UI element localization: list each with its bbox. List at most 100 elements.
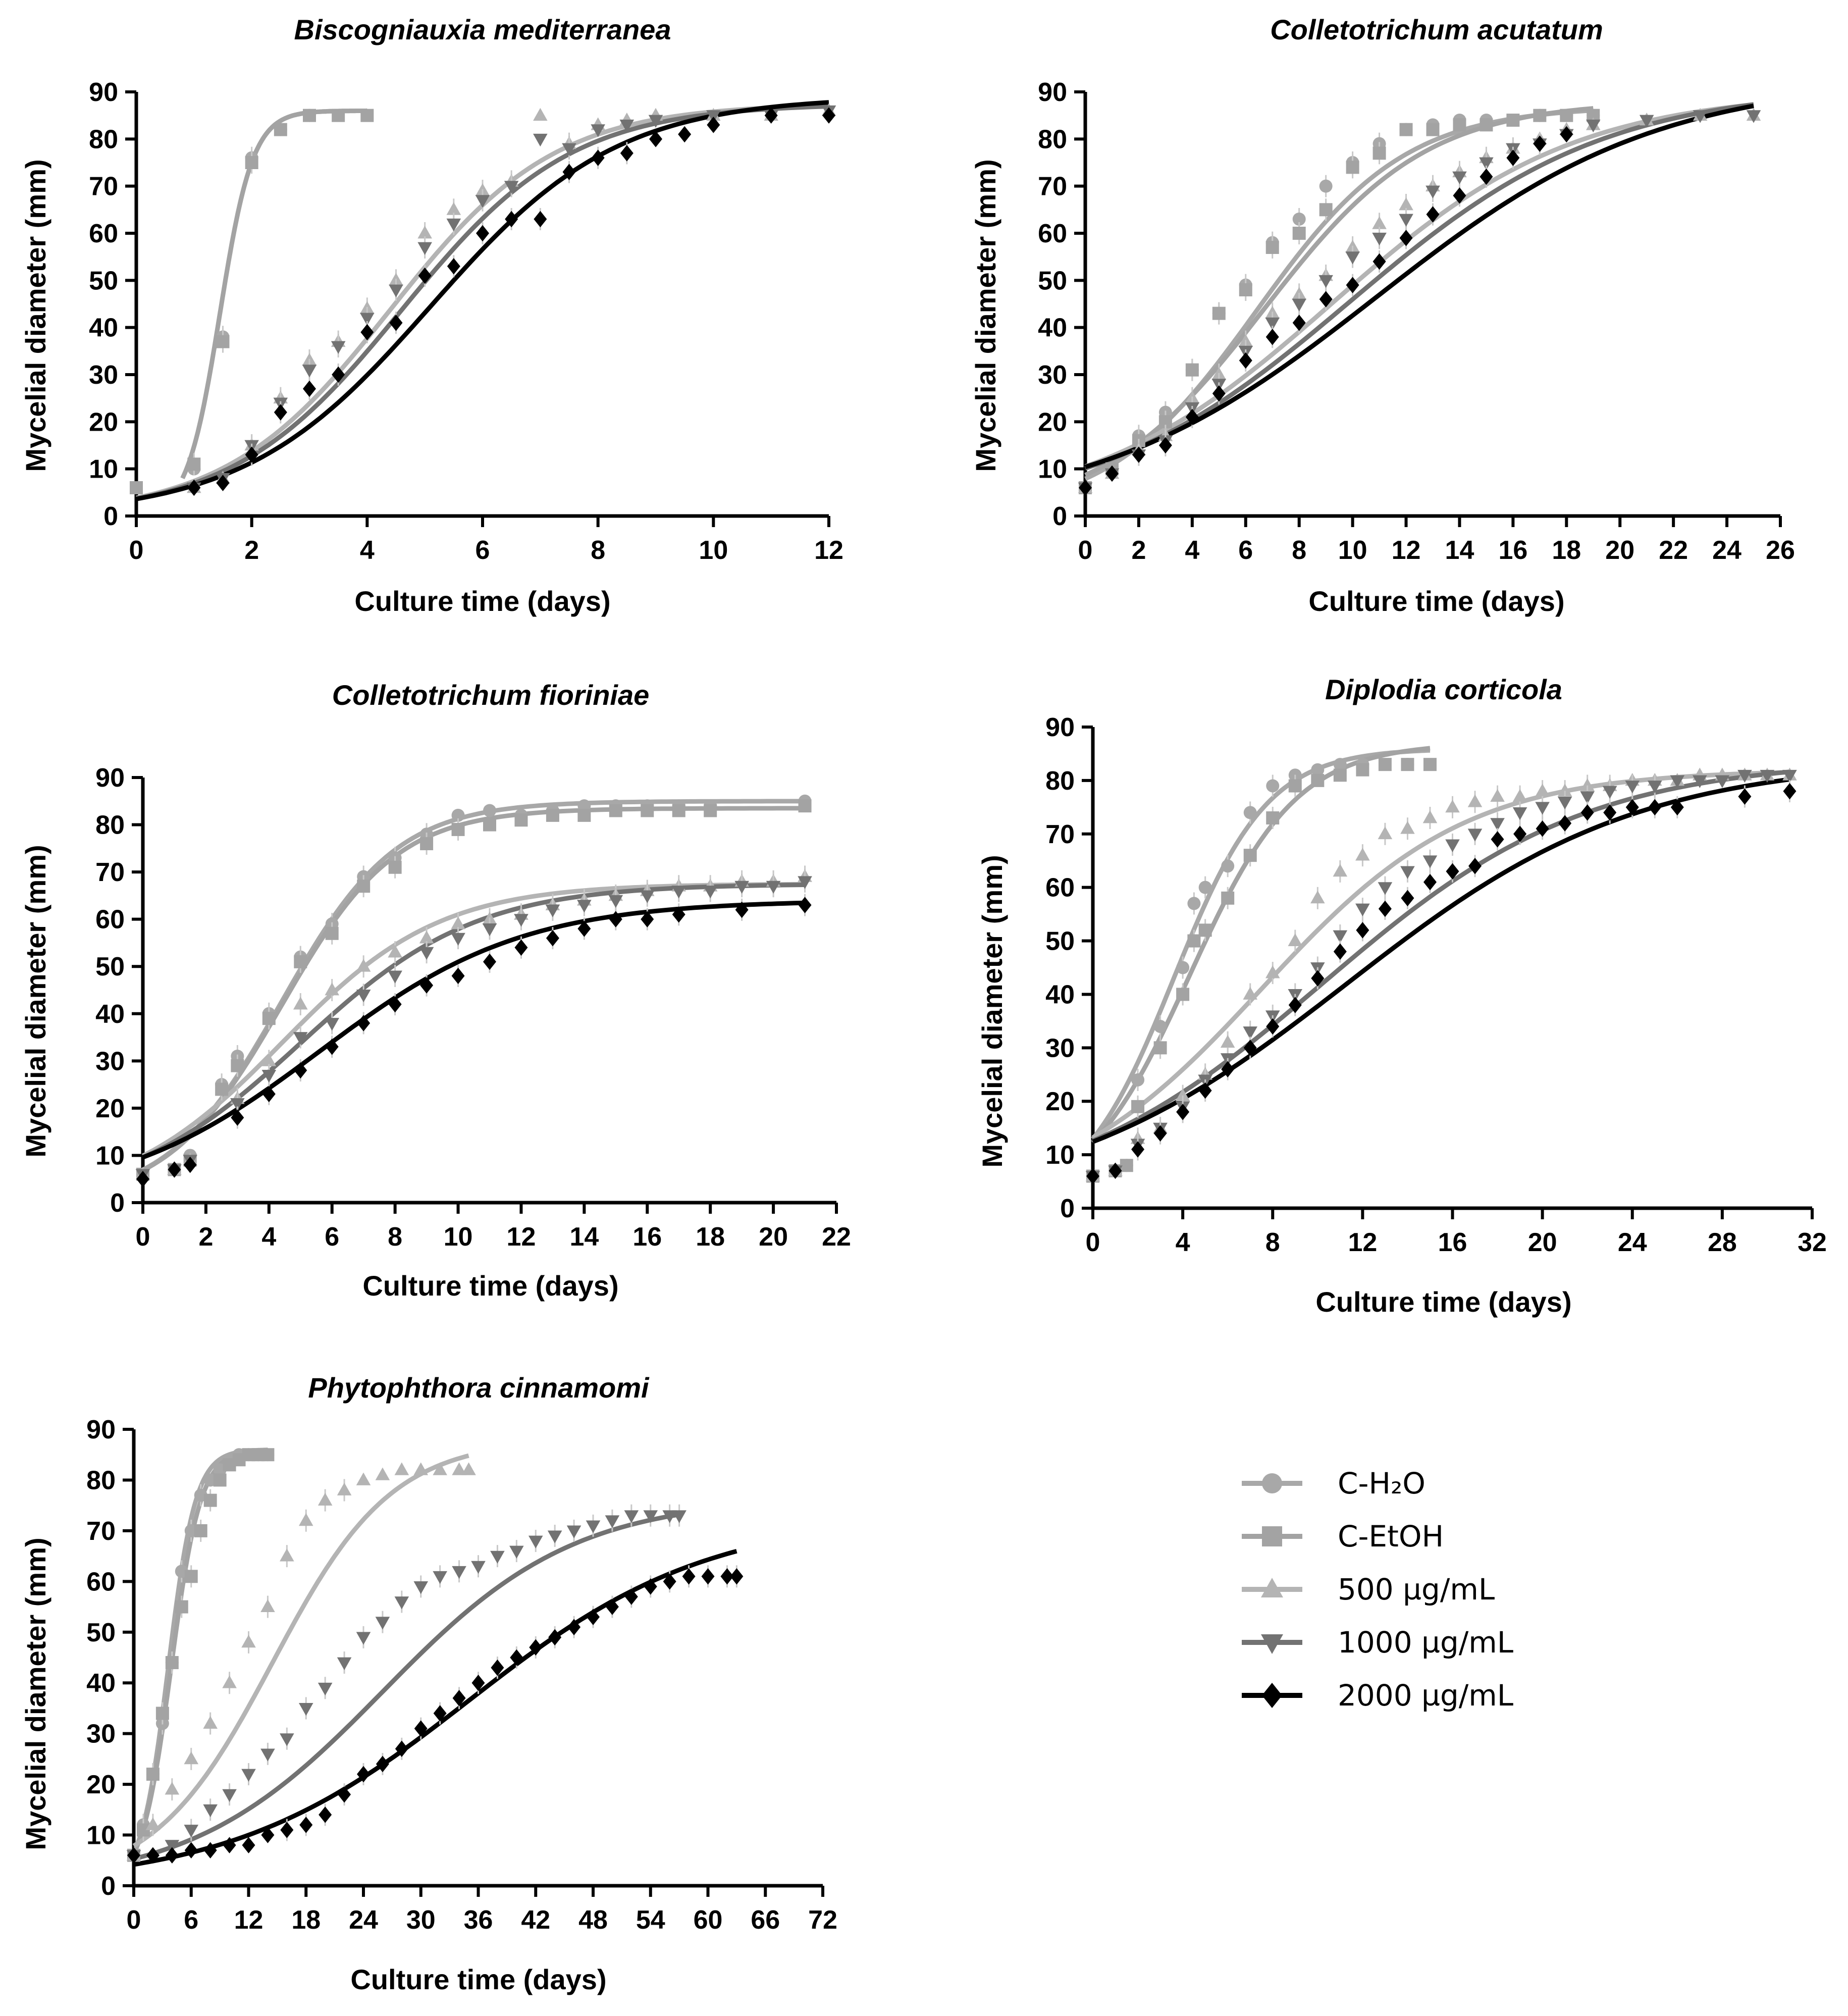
data-point — [260, 1748, 275, 1762]
data-point — [1625, 781, 1640, 794]
x-tick-label: 12 — [814, 536, 843, 565]
data-point — [388, 996, 402, 1013]
data-point — [388, 945, 402, 958]
data-point — [624, 1510, 639, 1523]
x-tick-label: 8 — [1265, 1228, 1280, 1257]
data-point — [704, 804, 717, 817]
data-point — [452, 1690, 466, 1707]
data-point — [1292, 213, 1306, 226]
y-axis-label: Mycelial diameter (mm) — [20, 159, 51, 472]
data-point — [1760, 769, 1775, 783]
x-tick-label: 8 — [591, 536, 605, 565]
data-point — [294, 955, 307, 968]
data-point — [1400, 821, 1415, 834]
data-point — [274, 123, 287, 136]
data-point — [1333, 943, 1347, 960]
data-point — [1479, 157, 1494, 170]
data-point — [1333, 863, 1348, 877]
y-tick-label: 70 — [1045, 820, 1075, 849]
data-point — [822, 107, 835, 124]
y-tick-label: 60 — [89, 219, 118, 248]
data-point — [1221, 859, 1235, 873]
x-axis-label: Culture time (days) — [1315, 1286, 1571, 1318]
data-point — [1378, 882, 1393, 895]
data-point — [203, 1716, 218, 1729]
x-tick-label: 12 — [1392, 536, 1421, 565]
data-point — [318, 1492, 333, 1506]
y-axis-label: Mycelial diameter (mm) — [20, 845, 51, 1157]
y-tick-label: 20 — [89, 407, 118, 437]
data-point — [1153, 1125, 1167, 1142]
data-point — [1131, 1073, 1145, 1087]
y-tick-label: 90 — [89, 78, 118, 107]
legend-marker-shape — [1262, 1526, 1282, 1546]
data-point — [1310, 890, 1325, 904]
panel-biscogniauxia-mediterranea: Biscogniauxia mediterranea Culture time … — [20, 14, 843, 617]
data-point — [509, 1545, 524, 1559]
data-point — [620, 145, 633, 162]
data-point — [245, 446, 258, 463]
data-point — [298, 1703, 313, 1716]
data-point — [1401, 890, 1414, 907]
data-point — [294, 1062, 307, 1079]
data-point — [1158, 437, 1172, 454]
legend-marker-shape — [1261, 1634, 1283, 1654]
legend-marker — [1262, 1683, 1282, 1708]
data-point — [1401, 758, 1414, 771]
data-point — [303, 380, 316, 397]
data-point — [591, 124, 605, 137]
data-point — [298, 1513, 313, 1526]
fit-curve — [141, 806, 805, 1173]
legend-marker-shape — [1262, 1473, 1282, 1493]
y-tick-label: 70 — [1038, 172, 1067, 201]
y-tick-label: 50 — [1038, 266, 1067, 295]
data-point — [678, 126, 692, 143]
data-point — [388, 860, 402, 874]
x-tick-label: 10 — [1338, 536, 1367, 565]
data-point — [203, 1842, 217, 1858]
data-point — [165, 1847, 179, 1864]
data-point — [1422, 810, 1438, 823]
data-point — [1198, 923, 1212, 937]
data-point — [261, 1827, 275, 1843]
data-point — [165, 1782, 180, 1795]
data-point — [483, 804, 496, 817]
data-point — [420, 977, 434, 994]
x-tick-label: 14 — [1445, 536, 1474, 565]
data-point — [546, 808, 559, 822]
data-point — [1782, 769, 1797, 783]
data-point — [146, 1768, 160, 1781]
data-point — [451, 967, 465, 985]
data-point — [1491, 831, 1504, 848]
data-point — [798, 897, 812, 913]
data-point — [1153, 1019, 1167, 1033]
data-point — [1265, 241, 1279, 254]
y-tick-label: 30 — [95, 1047, 125, 1076]
data-point — [184, 1842, 198, 1858]
data-point — [605, 1598, 619, 1615]
data-point — [447, 258, 460, 275]
data-point — [261, 1053, 277, 1066]
x-tick-label: 4 — [261, 1222, 276, 1252]
data-point — [672, 1510, 687, 1523]
data-point — [1399, 230, 1413, 246]
legend-marker — [1261, 1578, 1283, 1597]
data-point — [262, 1085, 276, 1103]
data-point — [1535, 784, 1550, 797]
data-point — [146, 1847, 160, 1864]
data-point — [1558, 815, 1572, 832]
x-tick-label: 2 — [1131, 536, 1146, 565]
data-point — [548, 1629, 562, 1646]
data-point — [534, 211, 547, 228]
data-point — [1639, 115, 1654, 128]
data-point — [451, 822, 465, 836]
y-tick-label: 20 — [1038, 407, 1067, 437]
data-point — [231, 1059, 244, 1072]
y-tick-label: 50 — [86, 1618, 116, 1647]
x-tick-label: 12 — [507, 1222, 536, 1252]
y-tick-label: 10 — [89, 455, 118, 484]
y-axis-label: Mycelial diameter (mm) — [20, 1537, 51, 1850]
legend-marker — [1262, 1526, 1282, 1546]
x-tick-label: 0 — [1086, 1228, 1100, 1257]
x-tick-label: 0 — [129, 536, 144, 565]
